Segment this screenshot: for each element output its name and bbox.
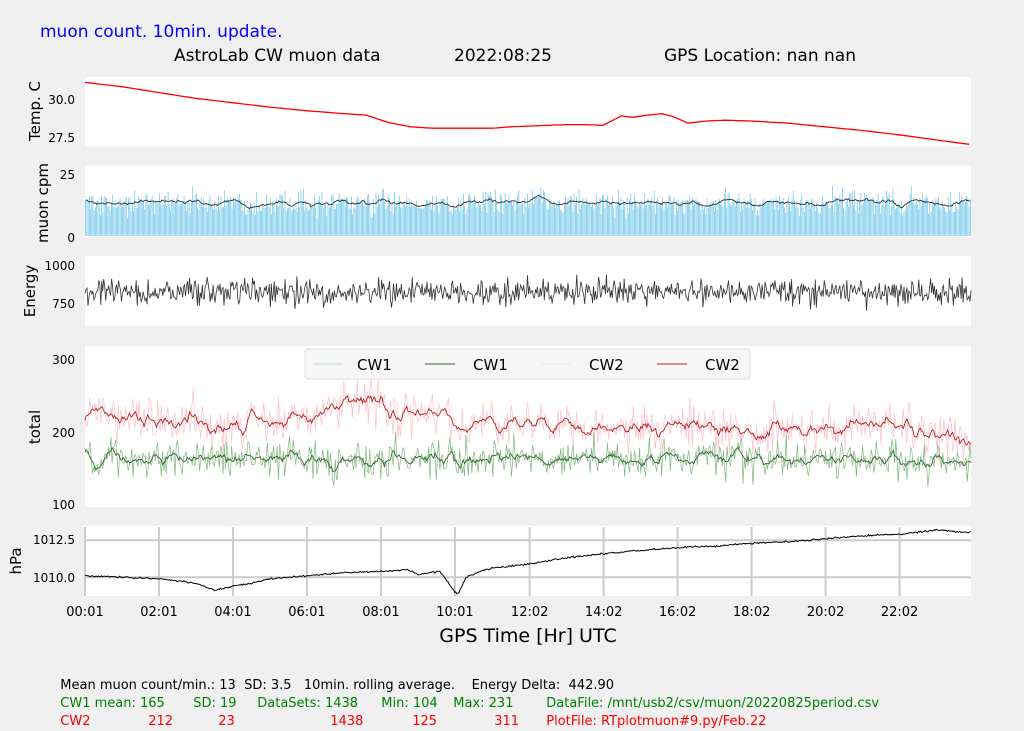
pressure-ytick: 1012.5 [33,533,75,547]
cw1-max: Max: 231 [453,696,514,711]
station-title: AstroLab CW muon data [174,46,381,66]
total-series-layer [84,377,972,487]
muon-ylabel: muon cpm [34,163,52,243]
total-ytick: 300 [52,353,75,367]
date-label: 2022:08:25 [454,46,552,66]
pressure-series-layer [84,528,971,595]
temp-ylabel: Temp. C [26,81,44,142]
muon-count-bars [85,185,971,236]
cw2-raw-line [84,377,972,463]
pressure-ytick: 1010.0 [33,571,75,585]
x-tick-label: 00:01 [66,605,103,620]
footer-line1: Mean muon count/min.: 13 SD: 3.5 10min. … [60,678,615,693]
muon-rolling-average-line [85,194,971,210]
x-tick-label: 08:01 [362,605,399,620]
cw1-datafile: DataFile: /mnt/usb2/csv/muon/20220825per… [546,696,880,711]
pressure-panel [85,526,971,596]
footer-cw1-row: CW1 mean: 165 SD: 19 DataSets: 1438 Min: 10… [52,681,879,711]
legend-label: CW1 [473,356,508,374]
total-legend: CW1 CW1 CW2 CW2 [304,348,751,380]
cw1-datasets: DataSets: 1438 [257,696,359,711]
cw2-mean: 212 [148,714,174,729]
total-ylabel: total [26,410,44,444]
cw1-mean: CW1 mean: 165 [60,696,165,711]
cw1-raw-line [84,431,972,487]
pressure-series-line [84,528,971,595]
muon-ytick: 25 [60,168,75,182]
x-tick-label: 04:01 [214,605,251,620]
energy-ytick: 750 [52,297,75,311]
cw2-average-line [84,394,972,446]
cw2-max: 311 [494,714,520,729]
legend-label: CW2 [589,356,624,374]
x-tick-label: 02:01 [140,605,177,620]
footer-cw2-row: CW2 212 23 1438 125 311 PlotFile: RTplotmuon#9… [52,699,766,729]
x-tick-label: 22:02 [881,605,918,620]
temp-series-layer [84,81,970,145]
cw2-datasets: 1438 [330,714,364,729]
temp-ytick: 30.0 [48,93,75,107]
cw2-sd: 23 [218,714,235,729]
pressure-grid [84,527,971,596]
temp-series-line [84,81,970,145]
cw1-sd: SD: 19 [193,696,237,711]
total-ytick: 100 [52,498,75,512]
x-tick-label: 18:02 [733,605,770,620]
total-ytick: 200 [52,426,75,440]
energy-series-line [84,274,972,311]
muon-series-layer [85,185,971,236]
x-tick-label: 20:02 [807,605,844,620]
cw1-min: Min: 104 [381,696,438,711]
muon-ytick: 0 [67,231,75,245]
x-axis-title: GPS Time [Hr] UTC [439,625,616,647]
cw2-plotfile: PlotFile: RTplotmuon#9.py/Feb.22 [546,714,767,729]
temp-ytick: 27.5 [48,131,75,145]
legend-label: CW2 [705,356,740,374]
cw2-label: CW2 [60,714,91,729]
x-tick-label: 16:02 [659,605,696,620]
energy-ytick: 1000 [44,259,75,273]
x-tick-label: 14:02 [585,605,622,620]
x-tick-label: 12:02 [511,605,548,620]
cw1-average-line [84,446,972,472]
x-tick-label: 06:01 [288,605,325,620]
cw2-min: 125 [412,714,438,729]
legend-label: CW1 [357,356,392,374]
x-tick-label: 10:01 [436,605,473,620]
energy-ylabel: Energy [21,265,39,318]
energy-series-layer [84,274,972,311]
x-tick-labels: 00:01 02:01 04:01 06:01 08:01 10:01 12:02 14:02… [66,605,918,620]
update-label: muon count. 10min. update. [40,22,282,42]
pressure-ylabel: hPa [7,547,25,574]
footer-summary: Mean muon count/min.: 13 SD: 3.5 10min. … [52,663,614,693]
temp-panel [85,77,971,146]
gps-location: GPS Location: nan nan [664,46,856,66]
